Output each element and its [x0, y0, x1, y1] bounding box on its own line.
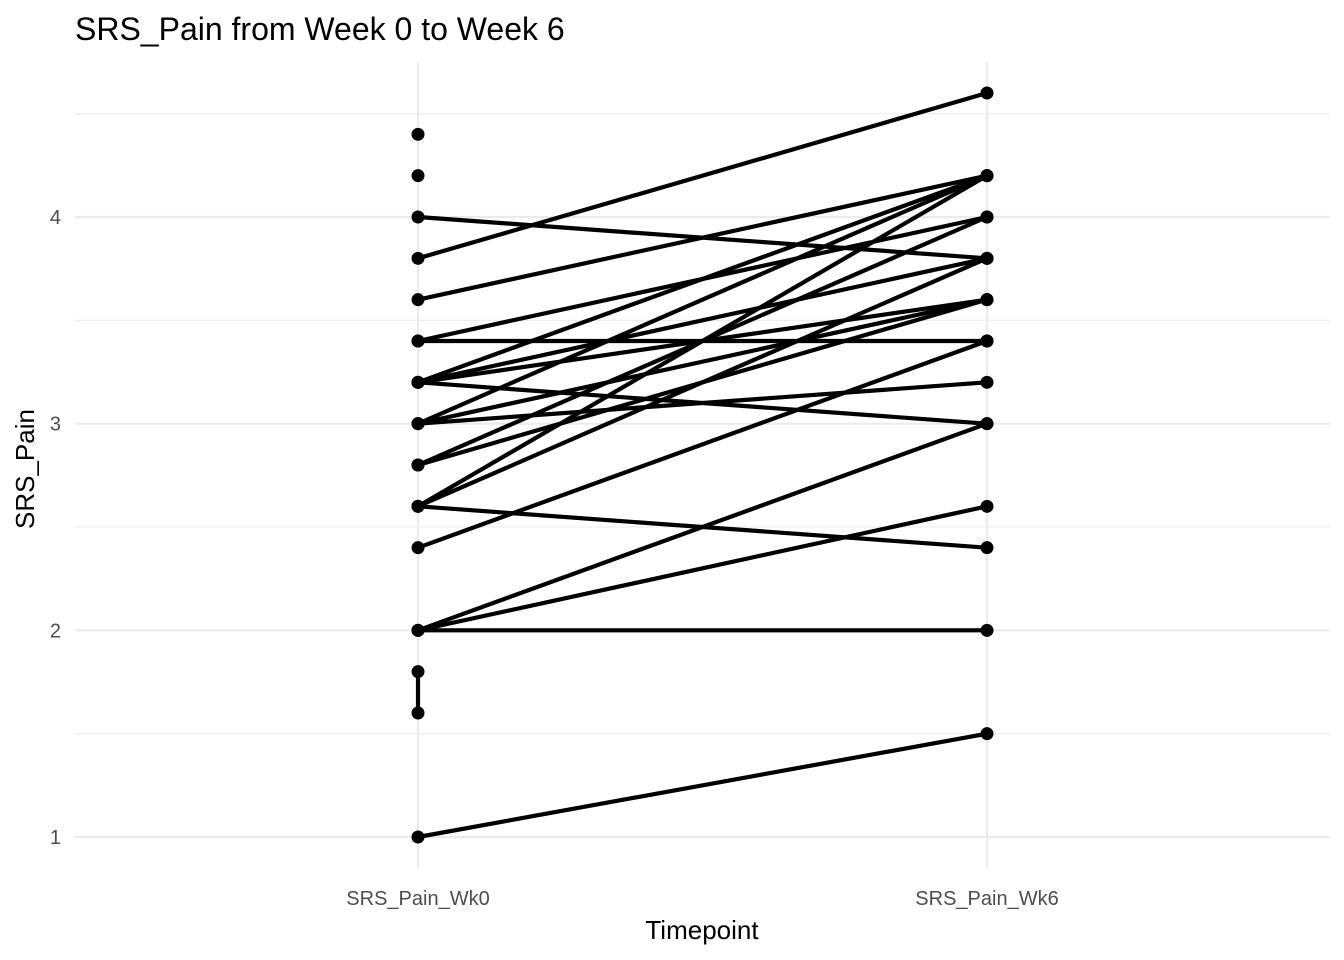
data-point [411, 210, 425, 224]
data-points [411, 86, 994, 844]
data-point [411, 417, 425, 431]
data-point [980, 334, 994, 348]
data-point [980, 210, 994, 224]
data-point [980, 293, 994, 307]
y-tick-label: 4 [50, 207, 61, 229]
y-tick-label: 1 [50, 827, 61, 849]
series-line [417, 256, 988, 385]
series-line [417, 297, 988, 468]
y-axis-ticks: 1 2 3 4 [50, 207, 61, 849]
data-point [980, 727, 994, 741]
data-point [980, 499, 994, 513]
data-point [980, 375, 994, 389]
data-point [411, 334, 425, 348]
series-line [417, 214, 988, 261]
series-line [417, 380, 988, 426]
data-point [411, 127, 425, 141]
data-point [980, 251, 994, 265]
x-tick-label: SRS_Pain_Wk0 [346, 888, 489, 910]
data-point [411, 375, 425, 389]
data-point [411, 665, 425, 679]
chart-title: SRS_Pain from Week 0 to Week 6 [75, 11, 565, 47]
series-lines [415, 90, 989, 840]
grid-lines [75, 62, 1330, 868]
x-tick-label: SRS_Pain_Wk6 [915, 888, 1058, 910]
data-point [411, 623, 425, 637]
data-point [411, 830, 425, 844]
data-point [980, 541, 994, 555]
series-line [417, 297, 988, 426]
series-line [417, 504, 988, 633]
series-line [417, 731, 988, 840]
y-axis-title: SRS_Pain [10, 409, 40, 529]
series-line [417, 173, 988, 426]
series-line [417, 90, 988, 261]
data-point [980, 169, 994, 183]
x-axis-title: Timepoint [645, 915, 759, 945]
y-tick-label: 2 [50, 620, 61, 642]
data-point [411, 458, 425, 472]
data-point [411, 499, 425, 513]
data-point [980, 623, 994, 637]
data-point [411, 169, 425, 183]
x-axis-ticks: SRS_Pain_Wk0 SRS_Pain_Wk6 [346, 888, 1058, 910]
data-point [411, 541, 425, 555]
data-point [980, 86, 994, 100]
y-tick-label: 3 [50, 414, 61, 436]
data-point [411, 706, 425, 720]
data-point [980, 417, 994, 431]
series-line [417, 504, 988, 550]
data-point [411, 251, 425, 265]
series-line [417, 214, 988, 344]
data-point [411, 293, 425, 307]
